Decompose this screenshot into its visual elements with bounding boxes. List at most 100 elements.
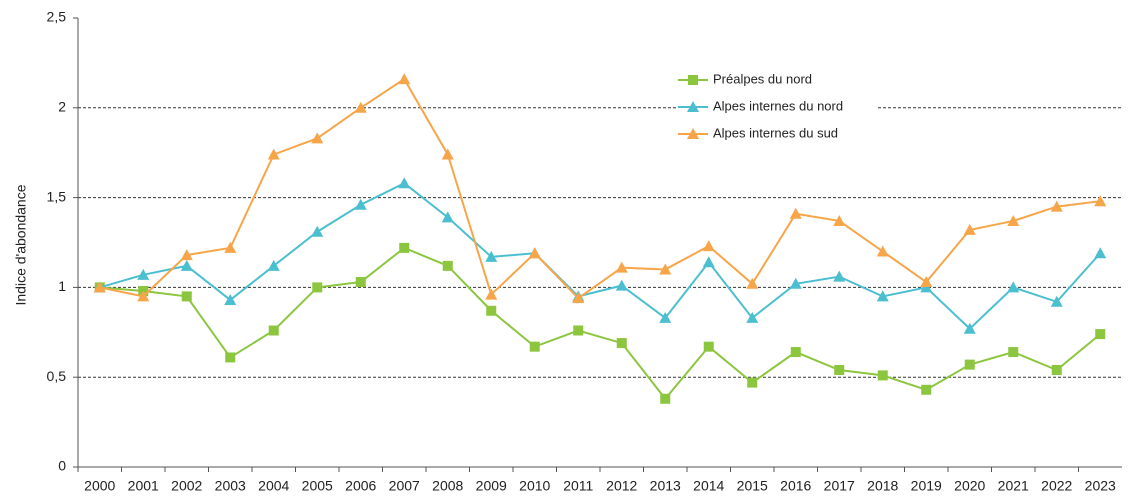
- point: [834, 365, 845, 376]
- point: [312, 282, 323, 293]
- legend-label: Préalpes du nord: [713, 71, 812, 86]
- x-tick-label: 2001: [128, 478, 159, 494]
- x-tick-label: 2017: [824, 478, 855, 494]
- point: [1095, 329, 1106, 340]
- point: [876, 290, 889, 302]
- point: [1007, 214, 1020, 226]
- y-tick-label: 0,5: [47, 368, 67, 384]
- point: [398, 73, 411, 85]
- point: [354, 198, 367, 210]
- point: [441, 148, 454, 160]
- point: [1094, 247, 1107, 259]
- x-tick-label: 2016: [780, 478, 811, 494]
- point: [398, 177, 411, 189]
- point: [876, 245, 889, 257]
- point: [485, 250, 498, 262]
- point: [1094, 195, 1107, 207]
- series-line: [99, 246, 1101, 401]
- x-tick-label: 2018: [867, 478, 898, 494]
- legend-bg: [676, 97, 876, 117]
- point: [528, 247, 541, 259]
- legend-bg: [676, 70, 876, 90]
- point: [921, 384, 932, 395]
- x-tick-label: 2008: [432, 478, 463, 494]
- series-line: [99, 182, 1101, 331]
- point: [963, 223, 976, 235]
- x-tick-label: 2002: [171, 478, 202, 494]
- y-axis-label: Indice d'abondance: [13, 184, 29, 305]
- point: [268, 325, 279, 336]
- point: [920, 276, 933, 288]
- point: [225, 352, 236, 363]
- point: [93, 281, 106, 293]
- point: [687, 128, 699, 139]
- x-tick-label: 2014: [693, 478, 724, 494]
- x-tick-label: 2023: [1085, 478, 1116, 494]
- point: [747, 377, 758, 388]
- point: [485, 288, 498, 300]
- point: [616, 338, 627, 349]
- point: [877, 370, 888, 381]
- x-tick-label: 2005: [302, 478, 333, 494]
- point: [703, 341, 714, 352]
- x-tick-label: 2009: [476, 478, 507, 494]
- point: [354, 101, 367, 113]
- point: [311, 225, 324, 237]
- x-tick-label: 2006: [345, 478, 376, 494]
- point: [746, 277, 759, 289]
- point: [1051, 365, 1062, 376]
- point: [224, 241, 237, 253]
- point: [399, 242, 410, 253]
- point: [180, 249, 193, 261]
- point: [441, 211, 454, 223]
- x-tick-label: 2019: [911, 478, 942, 494]
- y-tick-label: 1: [58, 278, 66, 294]
- x-tick-label: 2011: [563, 478, 593, 494]
- x-tick-label: 2012: [606, 478, 637, 494]
- point: [746, 311, 759, 323]
- point: [529, 341, 540, 352]
- point: [442, 260, 453, 271]
- legend-label: Alpes internes du nord: [713, 98, 843, 113]
- point: [311, 132, 324, 144]
- point: [180, 259, 193, 271]
- point: [573, 325, 584, 336]
- x-tick-label: 2010: [519, 478, 550, 494]
- x-tick-label: 2007: [389, 478, 420, 494]
- point: [137, 290, 150, 302]
- point: [355, 277, 366, 288]
- point: [181, 291, 192, 302]
- y-tick-label: 2: [58, 99, 66, 115]
- point: [659, 311, 672, 323]
- legend-label: Alpes internes du sud: [713, 125, 838, 140]
- point: [789, 277, 802, 289]
- point: [833, 214, 846, 226]
- x-tick-label: 2003: [215, 478, 246, 494]
- point: [660, 393, 671, 404]
- x-tick-label: 2020: [954, 478, 985, 494]
- point: [790, 347, 801, 358]
- y-tick-label: 2,5: [47, 9, 67, 25]
- point: [267, 148, 280, 160]
- point: [833, 270, 846, 282]
- point: [224, 293, 237, 305]
- point: [615, 261, 628, 273]
- legend-bg: [676, 124, 876, 144]
- point: [702, 240, 715, 252]
- point: [1008, 347, 1019, 358]
- point: [486, 305, 497, 316]
- x-tick-label: 2022: [1041, 478, 1072, 494]
- point: [1050, 200, 1063, 212]
- point: [1007, 281, 1020, 293]
- y-tick-label: 1,5: [47, 188, 67, 204]
- point: [137, 268, 150, 280]
- x-tick-label: 2013: [650, 478, 681, 494]
- point: [688, 75, 698, 85]
- y-tick-label: 0: [58, 458, 66, 474]
- point: [572, 292, 585, 304]
- point: [267, 259, 280, 271]
- point: [702, 256, 715, 268]
- x-tick-label: 2000: [84, 478, 115, 494]
- point: [963, 322, 976, 334]
- point: [789, 207, 802, 219]
